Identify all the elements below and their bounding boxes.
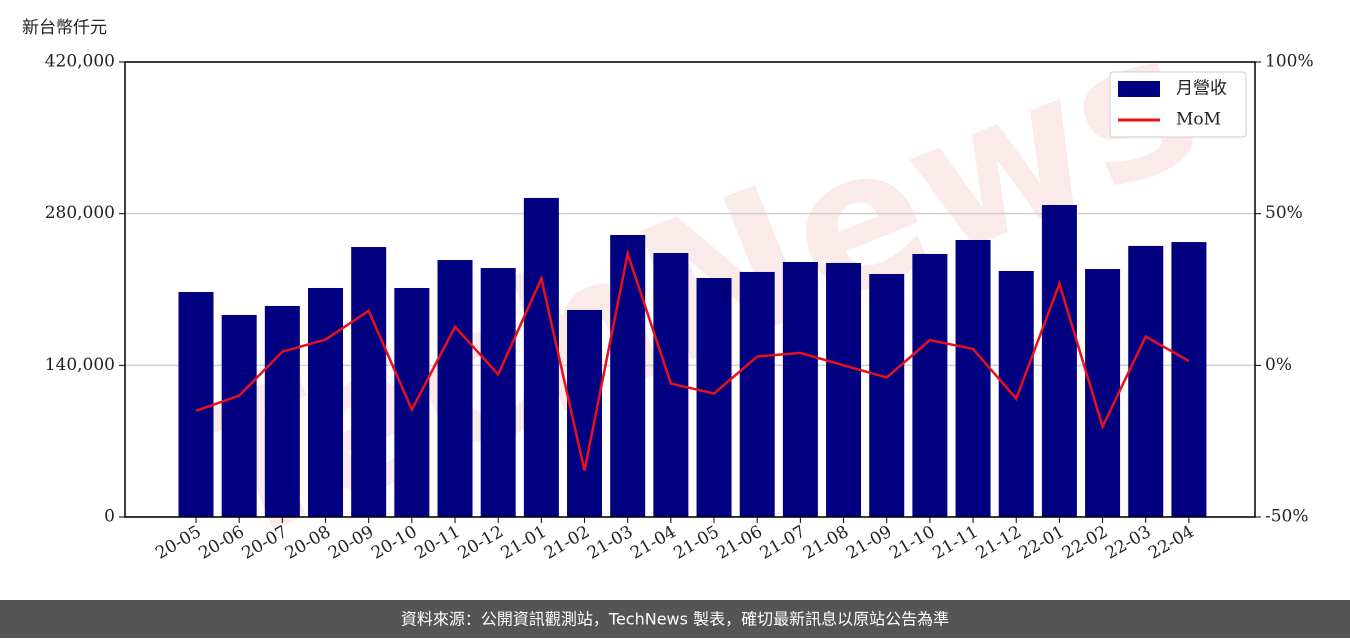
bar	[308, 287, 344, 517]
bar	[912, 253, 948, 517]
bar	[869, 274, 905, 517]
bar	[696, 278, 732, 517]
bar	[523, 197, 559, 518]
x-tick-label: 21-07	[757, 522, 809, 564]
x-tick-label: 22-02	[1059, 522, 1111, 564]
y-tick-label: 140,000	[45, 355, 115, 375]
x-tick-label: 20-05	[152, 522, 204, 564]
bar	[739, 271, 775, 517]
bar	[394, 287, 430, 517]
source-note: 資料來源：公開資訊觀測站，TechNews 製表，確切最新訊息以原站公告為準	[401, 610, 949, 629]
bar	[1041, 205, 1077, 517]
bar	[1128, 245, 1164, 517]
bar	[264, 305, 300, 517]
legend-swatch	[1118, 81, 1160, 97]
y-tick-label: 0	[104, 507, 115, 527]
bar	[653, 252, 689, 517]
x-tick-label: 20-12	[454, 522, 506, 564]
x-tick-label: 21-04	[627, 522, 679, 564]
bar	[1171, 242, 1207, 518]
x-tick-label: 21-10	[886, 522, 938, 564]
bar	[826, 262, 862, 517]
x-tick-label: 21-08	[800, 522, 852, 564]
bar	[221, 314, 257, 517]
x-tick-label: 21-03	[584, 522, 636, 564]
x-tick-label: 21-06	[714, 522, 766, 564]
y2-tick-label: 0%	[1265, 355, 1292, 375]
bar	[610, 235, 646, 517]
x-tick-label: 21-09	[843, 522, 895, 564]
x-tick-label: 22-04	[1145, 522, 1197, 564]
y-tick-label: 420,000	[45, 52, 115, 72]
y2-tick-label: 50%	[1265, 203, 1303, 223]
plot-frame	[124, 61, 1256, 518]
y-tick-label: 280,000	[45, 203, 115, 223]
x-tick-label: 21-12	[973, 522, 1025, 564]
y-axis-label: 新台幣仟元	[22, 18, 107, 38]
footer-bar	[0, 600, 1350, 638]
y2-tick-label: 100%	[1265, 52, 1314, 72]
y2-tick-label: -50%	[1265, 507, 1309, 527]
bar	[1085, 269, 1121, 517]
x-tick-label: 21-01	[498, 522, 550, 564]
legend-label: MoM	[1176, 110, 1221, 130]
bar	[782, 261, 818, 517]
legend-label: 月營收	[1176, 79, 1227, 99]
bar	[178, 291, 214, 517]
line	[195, 248, 1190, 471]
bar	[955, 239, 991, 517]
x-tick-label: 21-05	[670, 522, 722, 564]
bar	[480, 268, 516, 517]
x-tick-label: 22-01	[1016, 522, 1068, 564]
bar	[998, 270, 1034, 517]
x-tick-label: 22-03	[1102, 522, 1154, 564]
x-tick-label: 21-11	[929, 522, 981, 564]
x-tick-label: 21-02	[541, 522, 593, 564]
bar	[351, 247, 387, 518]
bar	[437, 260, 473, 517]
x-tick-label: 20-11	[411, 522, 463, 564]
